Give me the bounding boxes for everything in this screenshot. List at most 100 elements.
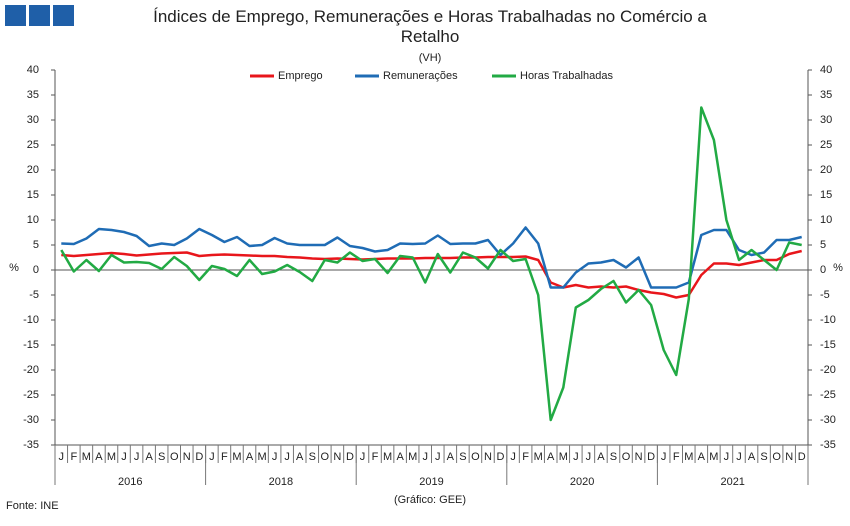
series-line xyxy=(60,106,802,422)
x-tick-label: D xyxy=(798,451,806,463)
y-tick-label: -10 xyxy=(23,314,39,326)
y2-tick-label: 15 xyxy=(820,189,832,201)
x-tick-label: D xyxy=(497,451,505,463)
series-line xyxy=(61,226,802,289)
x-tick-label: M xyxy=(107,451,116,463)
legend-label: Emprego xyxy=(278,70,323,82)
x-tick-label: M xyxy=(408,451,417,463)
x-tick-label: J xyxy=(284,451,290,463)
x-tick-label: S xyxy=(309,451,316,463)
title-line: Retalho xyxy=(401,27,460,46)
year-label: 2019 xyxy=(419,476,443,488)
y2-tick-label: -20 xyxy=(820,364,836,376)
x-tick-label: A xyxy=(597,451,605,463)
y-tick-label: 35 xyxy=(27,89,39,101)
y2-tick-label: 25 xyxy=(820,139,832,151)
y2-tick-label: -25 xyxy=(820,389,836,401)
x-tick-label: O xyxy=(471,451,480,463)
x-tick-label: A xyxy=(145,451,153,463)
x-tick-label: M xyxy=(559,451,568,463)
y-tick-label: -20 xyxy=(23,364,39,376)
y-tick-label: 25 xyxy=(27,139,39,151)
x-tick-label: J xyxy=(59,451,65,463)
x-tick-label: N xyxy=(635,451,643,463)
x-tick-label: M xyxy=(383,451,392,463)
x-tick-label: S xyxy=(158,451,165,463)
x-tick-label: N xyxy=(484,451,492,463)
logo-square xyxy=(5,5,26,26)
chart-title: Índices de Emprego, Remunerações e Horas… xyxy=(153,7,707,46)
x-tick-label: M xyxy=(684,451,693,463)
x-tick-label: J xyxy=(736,451,742,463)
y2-tick-label: 35 xyxy=(820,89,832,101)
x-tick-label: S xyxy=(459,451,466,463)
year-label: 2020 xyxy=(570,476,594,488)
x-tick-label: M xyxy=(534,451,543,463)
x-tick-label: O xyxy=(321,451,330,463)
x-tick-label: J xyxy=(724,451,730,463)
y-tick-label: 10 xyxy=(27,214,39,226)
y-tick-label: -35 xyxy=(23,439,39,451)
y2-tick-label: -10 xyxy=(820,314,836,326)
x-tick-label: A xyxy=(246,451,254,463)
x-tick-label: N xyxy=(333,451,341,463)
x-tick-label: F xyxy=(221,451,228,463)
y-tick-label: 0 xyxy=(33,264,39,276)
y-tick-label: 5 xyxy=(33,239,39,251)
y-tick-label: 30 xyxy=(27,114,39,126)
x-tick-label: O xyxy=(772,451,781,463)
y-tick-label: 40 xyxy=(27,64,39,76)
x-tick-label: N xyxy=(183,451,191,463)
x-tick-label: J xyxy=(209,451,215,463)
y2-tick-label: 5 xyxy=(820,239,826,251)
y2-tick-label: 20 xyxy=(820,164,832,176)
x-tick-label: J xyxy=(134,451,140,463)
year-label: 2021 xyxy=(720,476,744,488)
x-tick-label: S xyxy=(760,451,767,463)
x-tick-label: A xyxy=(748,451,756,463)
x-tick-label: M xyxy=(232,451,241,463)
x-tick-label: D xyxy=(195,451,203,463)
logo-square xyxy=(29,5,50,26)
x-tick-label: F xyxy=(673,451,680,463)
x-tick-label: S xyxy=(610,451,617,463)
x-tick-label: A xyxy=(396,451,404,463)
x-tick-label: F xyxy=(372,451,379,463)
y2-tick-label: -30 xyxy=(820,414,836,426)
x-tick-label: M xyxy=(709,451,718,463)
x-tick-label: J xyxy=(435,451,441,463)
x-tick-label: A xyxy=(296,451,304,463)
x-tick-label: M xyxy=(82,451,91,463)
x-tick-label: J xyxy=(586,451,592,463)
x-tick-label: D xyxy=(647,451,655,463)
y2-tick-label: -15 xyxy=(820,339,836,351)
y2-tick-label: -35 xyxy=(820,439,836,451)
y2-axis-label: % xyxy=(833,262,843,274)
x-tick-label: N xyxy=(785,451,793,463)
y-tick-label: 15 xyxy=(27,189,39,201)
credit: (Gráfico: GEE) xyxy=(394,494,466,506)
y-tick-label: -15 xyxy=(23,339,39,351)
y2-tick-label: 40 xyxy=(820,64,832,76)
source: Fonte: INE xyxy=(6,500,59,512)
year-label: 2016 xyxy=(118,476,142,488)
title-line: Índices de Emprego, Remunerações e Horas… xyxy=(153,7,707,26)
x-tick-label: M xyxy=(257,451,266,463)
x-tick-label: J xyxy=(121,451,127,463)
y2-tick-label: 30 xyxy=(820,114,832,126)
x-tick-label: A xyxy=(698,451,706,463)
y2-tick-label: 10 xyxy=(820,214,832,226)
x-tick-label: A xyxy=(447,451,455,463)
x-tick-label: J xyxy=(422,451,428,463)
x-tick-label: O xyxy=(170,451,179,463)
y-tick-label: -5 xyxy=(29,289,39,301)
y-axis-label: % xyxy=(9,262,19,274)
year-label: 2018 xyxy=(269,476,293,488)
y-tick-label: 20 xyxy=(27,164,39,176)
y-tick-label: -30 xyxy=(23,414,39,426)
x-tick-label: D xyxy=(346,451,354,463)
x-tick-label: J xyxy=(360,451,366,463)
legend-label: Remunerações xyxy=(383,70,458,82)
x-tick-label: A xyxy=(547,451,555,463)
